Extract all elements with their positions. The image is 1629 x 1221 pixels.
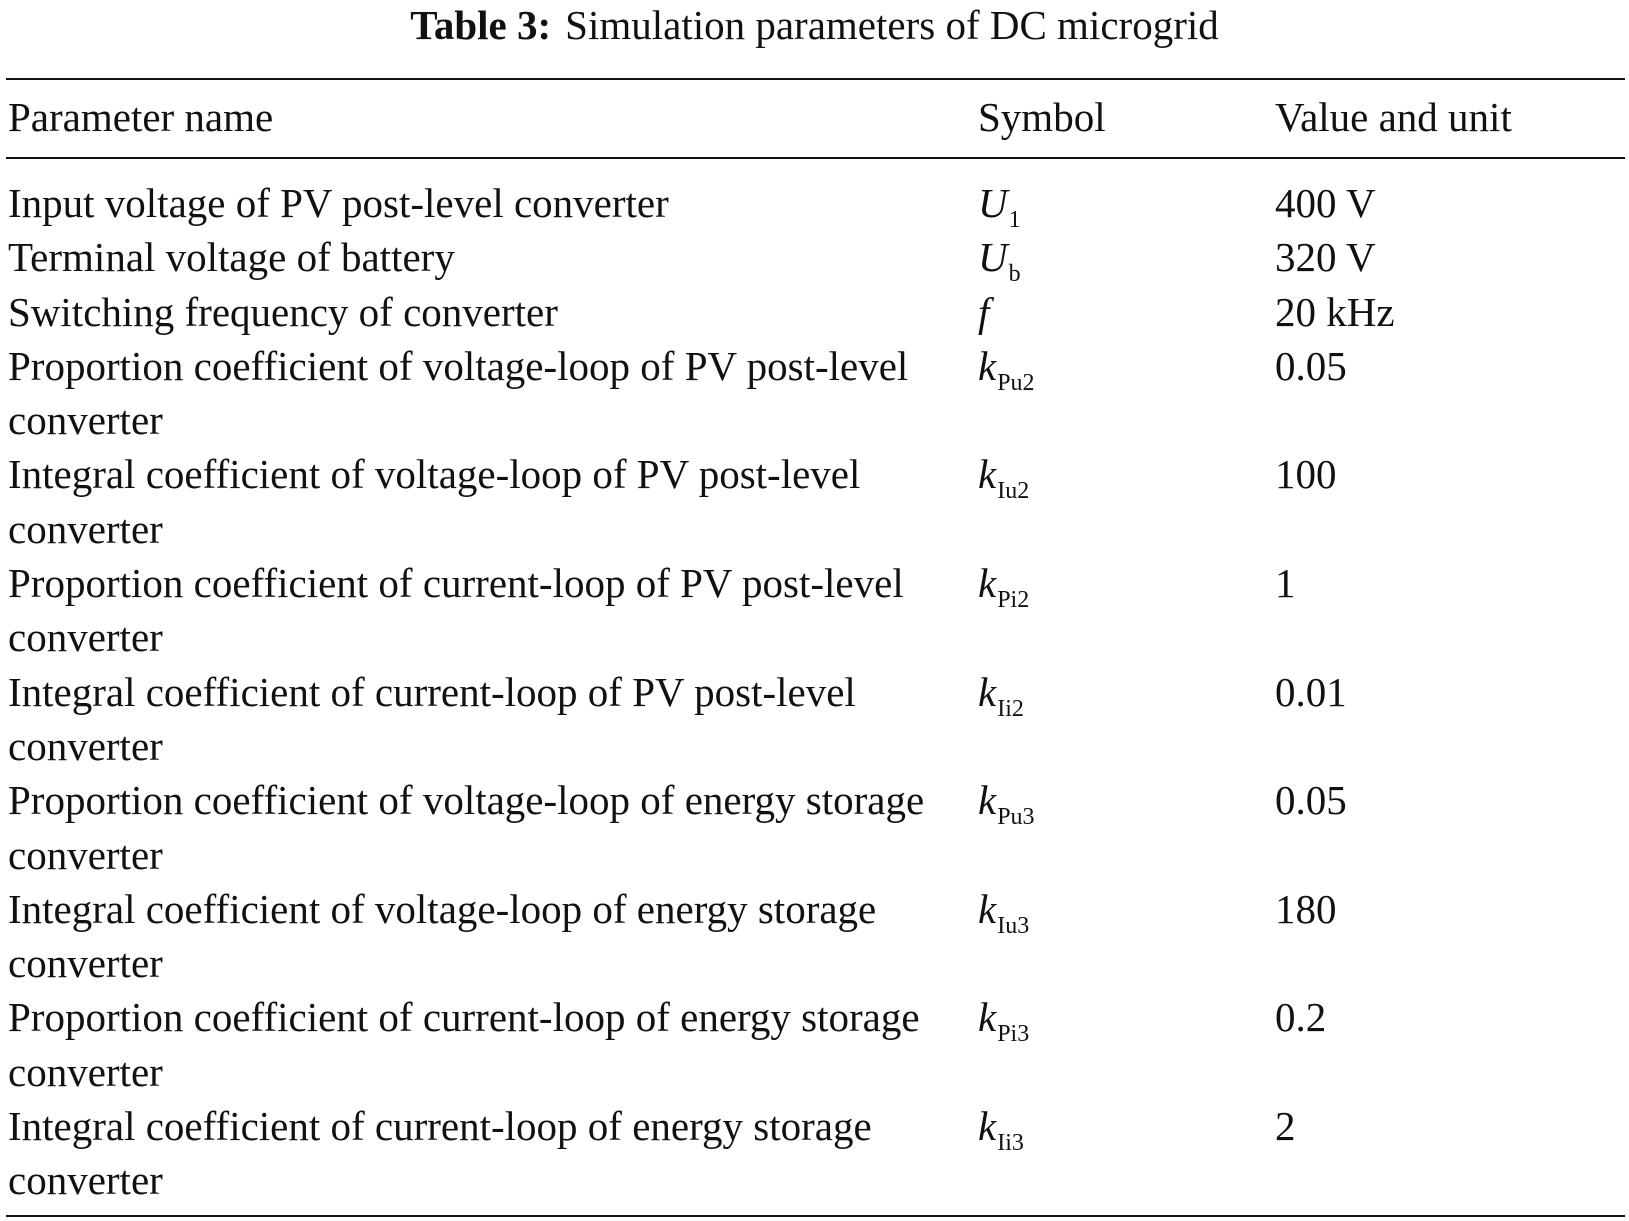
parameter-name: Proportion coefficient of voltage-loop o… bbox=[8, 777, 925, 878]
parameter-value: 0.2 bbox=[1275, 994, 1327, 1041]
table-row: Input voltage of PV post-level converter… bbox=[0, 176, 1629, 233]
parameter-symbol: U1 bbox=[978, 180, 1021, 233]
table-header: Parameter name Symbol Value and unit bbox=[0, 82, 1629, 152]
parameter-name: Switching frequency of converter bbox=[8, 288, 558, 335]
table-row: Terminal voltage of battery Ub 320 V bbox=[0, 230, 1629, 287]
table-row: Switching frequency of converter f 20 kH… bbox=[0, 285, 1629, 339]
parameter-symbol: kIu3 bbox=[978, 885, 1030, 939]
parameter-symbol: kPi3 bbox=[978, 994, 1030, 1048]
parameter-value: 400 V bbox=[1275, 180, 1376, 226]
parameter-name: Proportion coefficient of voltage-loop o… bbox=[8, 342, 909, 444]
parameter-symbol: kPi2 bbox=[978, 560, 1030, 614]
parameter-value: 0.05 bbox=[1275, 342, 1347, 389]
table-body: Input voltage of PV post-level converter… bbox=[0, 176, 1629, 1208]
table-row: Integral coefficient of voltage-loop of … bbox=[0, 882, 1629, 991]
parameter-name: Proportion coefficient of current-loop o… bbox=[8, 994, 920, 1095]
parameter-name: Integral coefficient of voltage-loop of … bbox=[8, 885, 877, 987]
parameter-name: Integral coefficient of current-loop of … bbox=[8, 668, 856, 769]
parameter-value: 2 bbox=[1275, 1103, 1296, 1150]
parameter-value: 320 V bbox=[1275, 234, 1376, 281]
parameter-value: 180 bbox=[1275, 885, 1337, 932]
table-row: Proportion coefficient of voltage-loop o… bbox=[0, 339, 1629, 448]
table-row: Proportion coefficient of current-loop o… bbox=[0, 556, 1629, 665]
table-row: Integral coefficient of voltage-loop of … bbox=[0, 447, 1629, 556]
parameter-symbol: Ub bbox=[978, 234, 1021, 288]
parameter-name: Terminal voltage of battery bbox=[8, 234, 455, 281]
table-row: Integral coefficient of current-loop of … bbox=[0, 1099, 1629, 1208]
parameter-symbol: kPu2 bbox=[978, 342, 1035, 396]
table-row: Integral coefficient of current-loop of … bbox=[0, 665, 1629, 774]
parameter-value: 20 kHz bbox=[1275, 288, 1395, 335]
parameter-symbol: kIi2 bbox=[978, 668, 1024, 722]
parameter-symbol: f bbox=[978, 288, 990, 335]
header-value-unit: Value and unit bbox=[1275, 94, 1512, 140]
table-caption: Table 3: Simulation parameters of DC micr… bbox=[0, 0, 1629, 50]
table-row: Proportion coefficient of current-loop o… bbox=[0, 990, 1629, 1099]
parameter-name: Integral coefficient of voltage-loop of … bbox=[8, 451, 861, 552]
parameter-name: Input voltage of PV post-level converter bbox=[8, 180, 669, 226]
header-parameter-name: Parameter name bbox=[8, 94, 274, 140]
parameter-value: 0.05 bbox=[1275, 777, 1347, 824]
bottom-rule bbox=[6, 1215, 1625, 1217]
parameter-symbol: kIu2 bbox=[978, 451, 1030, 505]
table-row: Proportion coefficient of voltage-loop o… bbox=[0, 773, 1629, 882]
parameter-value: 1 bbox=[1275, 560, 1296, 607]
table-label: Table 3: bbox=[410, 2, 552, 48]
parameter-value: 100 bbox=[1275, 451, 1337, 498]
parameter-symbol: kIi3 bbox=[978, 1103, 1024, 1157]
parameter-name: Proportion coefficient of current-loop o… bbox=[8, 560, 904, 661]
table-title: Simulation parameters of DC microgrid bbox=[565, 2, 1219, 48]
header-rule bbox=[6, 157, 1625, 159]
parameter-symbol: kPu3 bbox=[978, 777, 1035, 831]
header-symbol: Symbol bbox=[978, 94, 1106, 140]
top-rule bbox=[6, 78, 1625, 80]
parameter-value: 0.01 bbox=[1275, 668, 1347, 715]
parameter-name: Integral coefficient of current-loop of … bbox=[8, 1103, 872, 1204]
